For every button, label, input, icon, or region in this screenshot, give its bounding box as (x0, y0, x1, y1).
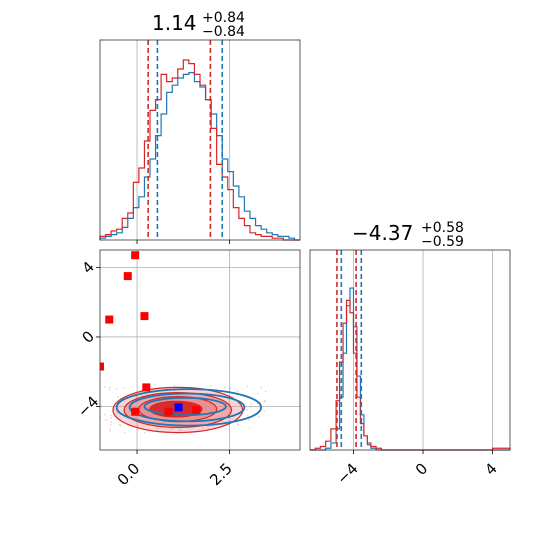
histogram-p0-panel (99, 39, 301, 244)
joint-sample-dot (110, 421, 112, 424)
joint-red-marker-3 (140, 312, 149, 321)
joint-xtick-label-1: 2.5 (206, 460, 236, 490)
joint-ytick-label-1: 0 (78, 327, 97, 346)
joint-sample-dot (109, 423, 112, 426)
joint-red-marker-7 (192, 406, 201, 414)
hist0-series-red (99, 59, 300, 241)
joint-sample-dot (97, 395, 99, 397)
joint-sample-dot (123, 431, 126, 434)
joint-sample-dot (170, 428, 173, 430)
joint-sample-dot (207, 428, 210, 430)
joint-sample-dot (248, 426, 251, 429)
joint-sample-dot (179, 429, 182, 431)
joint-blue-marker (174, 403, 183, 412)
joint-red-marker-5 (131, 407, 140, 416)
joint-red-marker-1 (123, 272, 132, 281)
joint-sample-dot (258, 406, 261, 409)
joint-sample-dot (135, 395, 138, 398)
joint-sample-dot (246, 415, 249, 417)
joint-sample-dot (237, 390, 239, 393)
joint-sample-dot (109, 386, 111, 389)
joint-sample-dot (120, 424, 122, 427)
joint-red-marker-0 (131, 251, 140, 260)
title-p0-lower: −0.84 (202, 24, 245, 40)
joint-sample-dot (141, 394, 144, 397)
joint-xtick-label-0: 0.0 (114, 460, 144, 490)
joint-sample-dot (264, 400, 266, 403)
joint-sample-dot (209, 385, 212, 387)
joint-sample-dot (137, 425, 139, 428)
title-p0-value: 1.14 (152, 11, 197, 35)
joint-sample-dot (264, 399, 266, 402)
histogram-p1-panel: −4 0 4 (309, 249, 511, 488)
joint-sample-dot (263, 410, 266, 412)
joint-sample-dot (236, 423, 239, 425)
joint-ytick-label-0: −4 (74, 393, 102, 421)
joint-sample-dot (108, 389, 111, 391)
joint-sample-dot (100, 405, 103, 408)
joint-sample-dot (256, 392, 259, 395)
hist1-xtick-label-0: −4 (333, 460, 361, 488)
hist0-series-blue (99, 72, 300, 241)
joint-sample-dot (109, 428, 112, 431)
histogram-p0-frame (99, 39, 301, 241)
joint-sample-dot (105, 419, 107, 421)
joint-frame (99, 249, 301, 451)
joint-sample-dot (114, 408, 116, 411)
joint-sample-dot (258, 415, 260, 418)
joint-sample-dot (201, 427, 204, 430)
joint-sample-dot (173, 384, 176, 387)
title-p0: 1.14 +0.84 −0.84 (152, 10, 245, 40)
joint-blue-contour-0 (115, 388, 263, 427)
joint-sample-dot (236, 423, 239, 426)
joint-sample-dot (104, 386, 106, 388)
joint-sample-dot (264, 390, 267, 393)
hist1-xtick-label-2: 4 (481, 460, 500, 479)
joint-sample-dot (224, 428, 227, 431)
joint-sample-dot (143, 431, 146, 434)
joint-blue-contour-1 (128, 392, 246, 423)
joint-sample-dot (246, 385, 249, 388)
title-p1-lower: −0.59 (421, 234, 464, 250)
joint-sample-dot (116, 412, 119, 415)
joint-sample-dot (110, 414, 113, 417)
joint-sample-dot (117, 396, 119, 398)
joint-sample-dot (223, 386, 226, 389)
title-p0-upper: +0.84 (202, 10, 245, 26)
joint-sample-dot (246, 408, 248, 411)
joint-sample-dot (248, 418, 250, 421)
joint-sample-dot (122, 386, 125, 389)
histogram-p1-frame (309, 249, 511, 451)
joint-sample-dot (135, 395, 137, 398)
joint-sample-dot (110, 416, 113, 419)
joint-sample-dot (250, 402, 252, 405)
joint-ytick-label-2: 4 (78, 258, 97, 277)
joint-sample-dot (156, 428, 159, 430)
joint-red-marker-4 (142, 383, 151, 392)
joint-sample-dot (137, 429, 139, 431)
joint-sample-dot (154, 384, 157, 386)
title-p1-value: −4.37 (352, 221, 413, 245)
joint-sample-dot (104, 413, 106, 416)
joint-sample-dot (118, 423, 121, 426)
title-p1: −4.37 +0.58 −0.59 (352, 220, 464, 250)
joint-p0-p1-panel: 0.0 2.5 −4 0 4 (74, 249, 301, 490)
joint-sample-dot (178, 428, 181, 431)
title-p1-upper: +0.58 (421, 220, 464, 236)
joint-sample-dot (229, 387, 232, 389)
joint-sample-dot (115, 388, 118, 390)
joint-sample-dot (260, 386, 263, 389)
joint-sample-dot (249, 406, 252, 408)
joint-blue-contour-2 (143, 396, 227, 417)
joint-red-marker-6 (164, 407, 173, 416)
joint-sample-dot (109, 430, 112, 433)
joint-red-marker-8 (100, 362, 104, 371)
joint-red-marker-2 (105, 315, 114, 324)
joint-sample-dot (97, 414, 99, 416)
hist1-xtick-label-1: 0 (412, 460, 431, 479)
